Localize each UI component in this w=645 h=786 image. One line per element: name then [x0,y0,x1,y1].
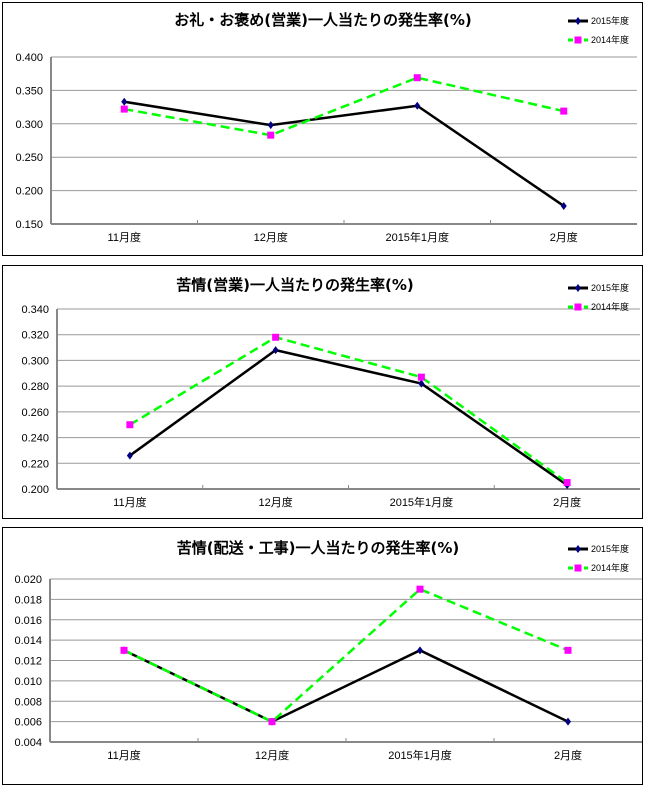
y-tick-label: 0.006 [14,717,42,729]
legend-marker-square-icon [574,36,582,44]
data-point-2014 [417,373,425,381]
data-point-2015 [126,451,133,460]
data-point-2014 [416,585,424,593]
legend-marker-diamond-icon [575,284,581,292]
y-tick-label: 0.016 [14,615,42,627]
y-tick-label: 0.018 [14,594,42,606]
x-tick-label: 2015年1月度 [390,495,454,509]
y-tick-label: 0.400 [15,52,43,64]
legend-marker-diamond-icon [575,17,581,25]
legend-marker-square-icon [574,564,582,572]
data-point-2015 [560,201,567,210]
x-tick-label: 2月度 [553,495,581,509]
chart-svg: 苦情(営業)一人当たりの発生率(%) 0.200 0.220 0.240 0.260 0.… [21,276,640,509]
x-tick-label: 11月度 [113,495,146,509]
series-line-2015年度 [129,348,568,487]
data-point-2014 [120,105,128,113]
chart-title: お礼・お褒め(営業)一人当たりの発生率(%) [174,11,471,29]
y-tick-label: 0.200 [15,186,43,198]
series-line-2014年度 [123,587,569,724]
y-tick-label: 0.300 [15,119,43,131]
y-tick-label: 0.150 [15,219,43,231]
y-tick-label: 0.240 [21,433,49,445]
y-tick-label: 0.012 [14,656,42,668]
data-point-2014 [267,131,275,139]
data-point-2014 [126,421,134,429]
y-tick-label: 0.320 [21,330,49,342]
chart-svg: 苦情(配送・工事)一人当たりの発生率(%) 0.004 0.006 0.008 0.01… [14,539,642,762]
data-point-2015 [418,379,425,388]
y-tick-label: 0.280 [21,381,49,393]
data-point-2015 [565,717,571,726]
data-point-2014 [268,718,276,726]
legend-marker-square-icon [574,303,582,311]
series-line-2014年度 [129,335,568,484]
data-point-2015 [267,121,274,130]
data-point-2014 [560,107,568,115]
chart-complaints-sales: 苦情(営業)一人当たりの発生率(%) 0.200 0.220 0.240 0.260 0.… [2,265,643,519]
data-point-2014 [413,74,421,82]
legend-label: 2014年度 [591,301,629,312]
y-tick-label: 0.300 [21,355,49,367]
y-tick-label: 0.340 [21,304,49,316]
x-tick-label: 11月度 [108,230,141,244]
chart-svg: お礼・お褒め(営業)一人当たりの発生率(%) 0.150 0.200 0.250 0.3… [15,11,637,244]
y-tick-label: 0.250 [15,152,43,164]
y-tick-label: 0.010 [14,676,42,688]
y-tick-label: 0.260 [21,407,49,419]
legend-label: 2014年度 [591,562,629,573]
y-tick-label: 0.350 [15,85,43,97]
series-line-2015年度 [123,648,569,724]
x-tick-label: 2月度 [554,748,582,762]
data-point-2015 [417,646,423,655]
x-tick-label: 12月度 [254,230,288,244]
series-line-2014年度 [124,76,565,137]
legend-marker-diamond-icon [575,545,581,553]
x-tick-label: 2015年1月度 [385,230,449,244]
y-tick-label: 0.020 [14,574,42,586]
data-point-2014 [563,479,571,487]
legend-label: 2015年度 [591,282,629,293]
data-point-2015 [272,346,279,355]
x-tick-label: 12月度 [259,495,293,509]
data-point-2015 [121,97,128,106]
legend-label: 2015年度 [591,543,629,554]
chart-title: 苦情(配送・工事)一人当たりの発生率(%) [177,539,459,557]
x-tick-label: 12月度 [255,748,289,762]
x-tick-label: 2015年1月度 [388,748,452,762]
chart-thanks-praise-sales: お礼・お褒め(営業)一人当たりの発生率(%) 0.150 0.200 0.250 0.3… [2,2,643,256]
series-line-2015年度 [124,100,565,207]
y-tick-label: 0.014 [14,635,42,647]
data-point-2015 [414,101,421,110]
y-tick-label: 0.004 [14,737,42,749]
y-tick-label: 0.220 [21,458,49,470]
x-tick-label: 2月度 [550,230,578,244]
data-point-2014 [272,333,280,341]
y-tick-label: 0.008 [14,696,42,708]
y-tick-label: 0.200 [21,484,49,496]
chart-complaints-delivery: 苦情(配送・工事)一人当たりの発生率(%) 0.004 0.006 0.008 0.01… [2,527,643,785]
x-tick-label: 11月度 [107,748,140,762]
data-point-2014 [120,646,128,654]
legend-label: 2014年度 [591,34,629,45]
chart-title: 苦情(営業)一人当たりの発生率(%) [176,276,413,294]
data-point-2014 [564,646,572,654]
legend-label: 2015年度 [591,15,629,26]
